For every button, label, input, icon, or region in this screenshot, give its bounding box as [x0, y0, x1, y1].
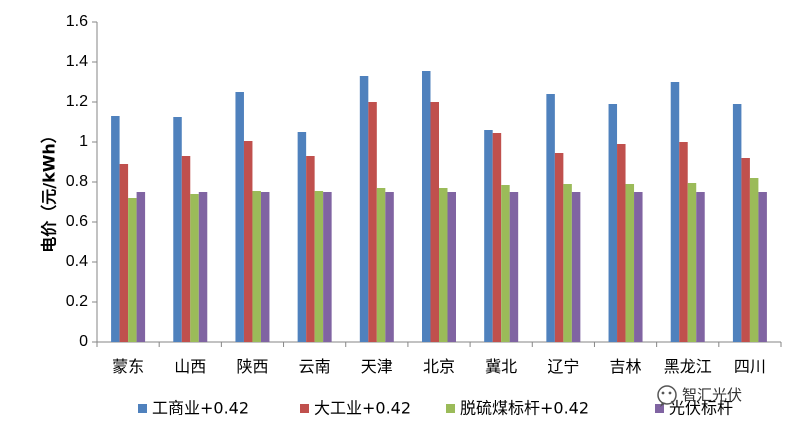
- bar: [608, 104, 618, 342]
- bar: [422, 71, 431, 342]
- bar: [687, 183, 697, 342]
- y-tick-label: 0.8: [66, 173, 88, 190]
- bar: [563, 184, 572, 342]
- x-tick-label: 辽宁: [547, 357, 579, 376]
- y-axis-label: 电价（元/kWh）: [40, 127, 59, 253]
- bar: [546, 94, 555, 342]
- legend-swatch: [300, 404, 309, 413]
- bar: [758, 192, 767, 342]
- bar: [297, 132, 307, 342]
- x-tick-label: 四川: [734, 357, 766, 376]
- legend-swatch: [655, 404, 664, 413]
- x-tick-label: 陕西: [236, 357, 268, 376]
- x-tick-label: 云南: [299, 357, 331, 376]
- y-tick-label: 0.4: [66, 253, 88, 270]
- axes: 0 0.2 0.4 0.6 0.8 1 1.2 1.4 1.6: [66, 13, 782, 350]
- bar: [741, 158, 750, 342]
- x-tick-label: 黑龙江: [664, 357, 712, 376]
- bar: [554, 153, 564, 342]
- bar: [323, 192, 332, 342]
- bar: [243, 141, 253, 342]
- watermark: 智汇光伏: [657, 385, 742, 407]
- y-tick-label: 1.2: [66, 93, 88, 110]
- x-tick-label: 天津: [361, 357, 393, 376]
- bar: [198, 192, 208, 342]
- y-tick-label: 0: [79, 333, 88, 350]
- bar: [749, 178, 759, 342]
- legend-swatch: [446, 404, 455, 413]
- bar: [181, 156, 191, 342]
- legend-label: 光伏标杆: [669, 399, 733, 418]
- bar: [484, 130, 493, 342]
- bar: [501, 185, 510, 342]
- y-tick-label: 0.2: [66, 293, 88, 310]
- bar: [492, 133, 502, 342]
- bar: [368, 102, 377, 342]
- bar: [696, 192, 705, 342]
- watermark-text: 智汇光伏: [682, 386, 742, 404]
- legend: 工商业+0.42 大工业+0.42 脱硫煤标杆+0.42 光伏标杆: [138, 399, 733, 418]
- x-tick-label: 蒙东: [112, 357, 144, 376]
- bar: [306, 156, 315, 342]
- bar: [670, 82, 680, 342]
- y-tick-label: 1: [79, 133, 88, 150]
- wechat-icon: [657, 385, 677, 407]
- bar: [235, 92, 244, 342]
- x-tick-label: 山西: [174, 357, 206, 376]
- bar: [119, 164, 129, 342]
- legend-label: 工商业+0.42: [152, 399, 249, 418]
- x-tick-label: 吉林: [610, 357, 642, 376]
- bar: [634, 192, 643, 342]
- legend-label: 大工业+0.42: [314, 399, 411, 418]
- y-tick-label: 1.4: [66, 53, 88, 70]
- x-tick-label: 冀北: [485, 357, 517, 376]
- bar: [679, 142, 688, 342]
- x-tick-label: 北京: [423, 357, 455, 376]
- bar: [732, 104, 742, 342]
- bar: [128, 198, 137, 342]
- bar: [252, 191, 261, 342]
- bar: [447, 192, 456, 342]
- bar: [260, 192, 270, 342]
- legend-swatch: [138, 404, 147, 413]
- y-tick-label: 1.6: [66, 13, 88, 30]
- category-labels: 蒙东 山西 陕西 云南 天津 北京 冀北 辽宁 吉林 黑龙江 四川: [112, 357, 766, 376]
- bar: [359, 76, 369, 342]
- bar: [430, 102, 439, 342]
- bars: [111, 71, 767, 342]
- bar: [625, 184, 635, 342]
- bar: [509, 192, 519, 342]
- bar: [111, 116, 120, 342]
- bar: [190, 194, 199, 342]
- bar: [617, 144, 626, 342]
- bar: [385, 192, 394, 342]
- bar: [376, 188, 386, 342]
- y-tick-label: 0.6: [66, 213, 88, 230]
- bar: [439, 188, 448, 342]
- legend-label: 脱硫煤标杆+0.42: [460, 399, 589, 418]
- bar: [136, 192, 146, 342]
- bar: [173, 117, 182, 342]
- bar: [314, 191, 324, 342]
- bar: [571, 192, 581, 342]
